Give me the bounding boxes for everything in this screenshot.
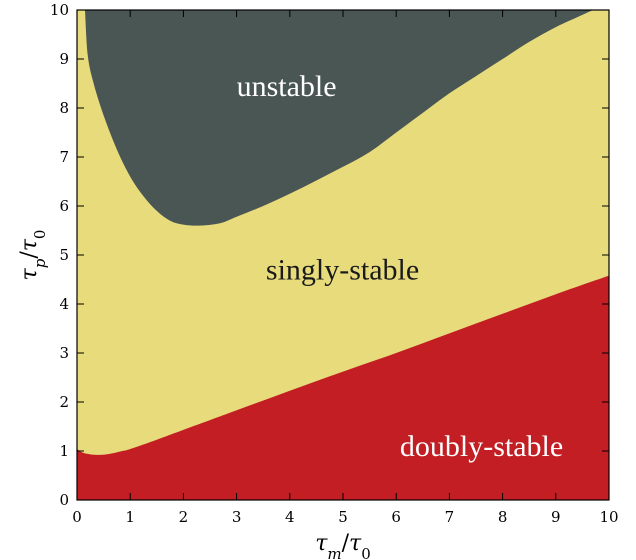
region-label-doubly-stable: doubly-stable	[400, 430, 563, 463]
y-tick-label: 6	[59, 197, 69, 215]
region-label-singly-stable: singly-stable	[266, 254, 419, 287]
x-tick-label: 0	[72, 508, 82, 526]
y-tick-label: 5	[59, 246, 69, 264]
unstable-region	[77, 10, 593, 226]
x-tick-label: 9	[551, 508, 561, 526]
y-tick-label: 7	[59, 148, 69, 166]
x-tick-label: 6	[391, 508, 401, 526]
y-tick-label: 1	[59, 442, 69, 460]
y-tick-label: 9	[59, 50, 69, 68]
y-tick-label: 10	[50, 1, 69, 19]
x-tick-label: 10	[599, 508, 618, 526]
y-tick-label: 8	[59, 99, 69, 117]
y-tick-label: 2	[59, 393, 69, 411]
y-axis-label: τp/τ0	[17, 230, 49, 281]
x-tick-label: 4	[285, 508, 295, 526]
x-axis-label: τm/τ0	[315, 531, 371, 560]
x-tick-label: 3	[232, 508, 242, 526]
x-tick-label: 8	[498, 508, 508, 526]
x-tick-label: 7	[445, 508, 455, 526]
y-tick-label: 4	[59, 295, 69, 313]
region-label-unstable: unstable	[237, 70, 337, 103]
y-tick-label: 0	[59, 491, 69, 509]
y-tick-label: 3	[59, 344, 69, 362]
doubly-stable-region	[77, 275, 609, 500]
x-tick-label: 5	[338, 508, 348, 526]
x-tick-label: 1	[125, 508, 135, 526]
x-tick-label: 2	[179, 508, 189, 526]
